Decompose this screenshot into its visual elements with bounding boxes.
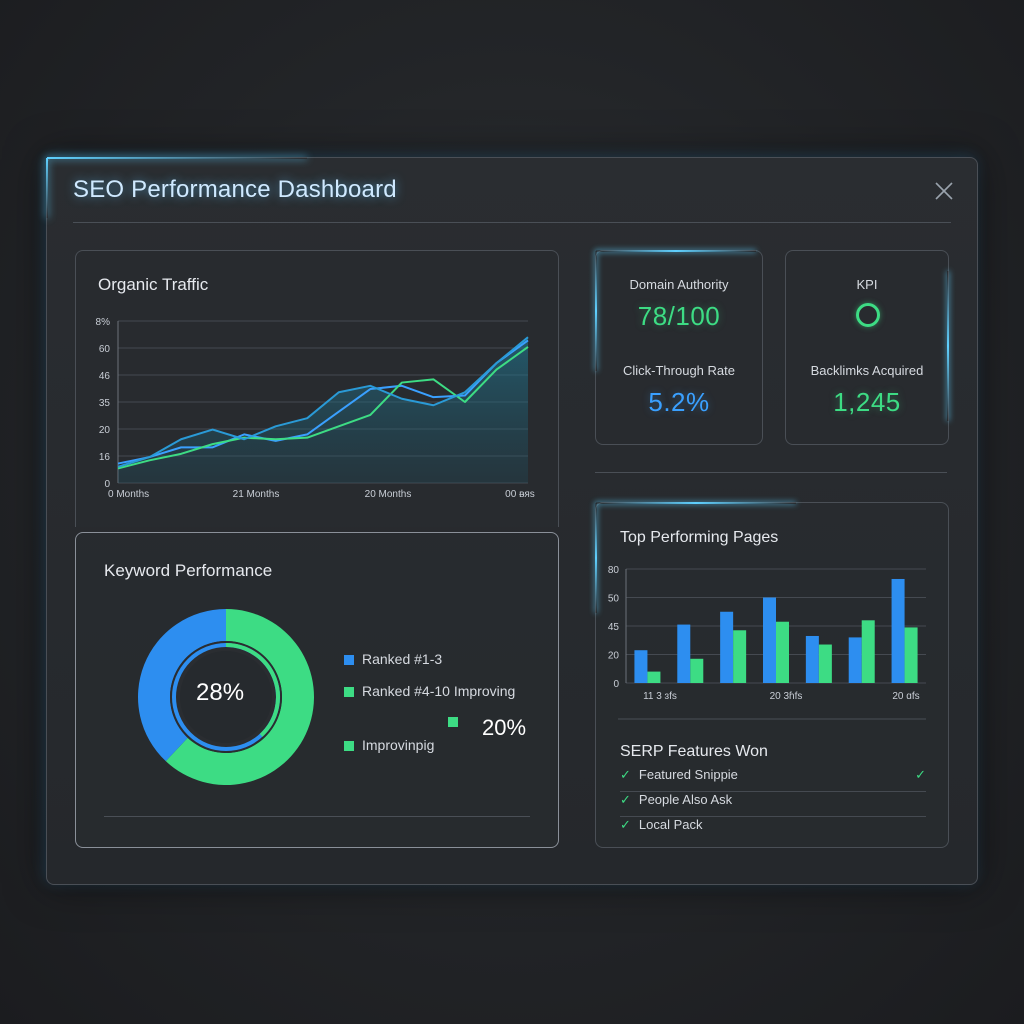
bar-blue <box>720 611 734 683</box>
backlinks-label: Backlimks Acquired <box>810 363 924 378</box>
y-tick-label: 35 <box>99 398 111 409</box>
window-title: SEO Performance Dashboard <box>73 176 397 203</box>
legend-label: Ranked #4-10 Improving <box>362 683 516 699</box>
legend-swatch-green <box>344 687 354 697</box>
x-tick-label: 20 ɑfs <box>892 691 919 702</box>
card-glow <box>596 502 796 504</box>
legend-swatch-green <box>448 717 458 727</box>
y-tick-label: 46 <box>99 371 111 382</box>
domain-authority-value: 78/100 <box>637 301 721 331</box>
bar-blue <box>634 650 648 683</box>
bar-green <box>647 671 661 683</box>
keyword-performance-title: Keyword Performance <box>104 561 273 580</box>
x-tick-label: 0 Months <box>108 489 149 500</box>
serp-item-people-also-ask: ✓ People Also Ask <box>620 792 926 817</box>
domain-authority-label: Domain Authority <box>629 277 729 292</box>
y-tick-label: 8% <box>96 317 111 328</box>
y-tick-label: 0 <box>104 479 110 490</box>
status-ring-icon <box>856 303 880 327</box>
serp-title: SERP Features Won <box>620 743 768 760</box>
serp-item-featured-snippet: ✓ Featured Snippie ✓ <box>620 767 926 792</box>
series-line-2 <box>117 336 529 468</box>
check-icon: ✓ <box>620 792 631 807</box>
x-tick-label: 21 Months <box>233 489 280 500</box>
bar-blue <box>848 637 862 683</box>
organic-traffic-panel: Organic Traffic 8% 60 46 35 20 16 0 0 Months 21 … <box>75 250 559 527</box>
kpi-card-authority: Domain Authority 78/100 Click-Through Ra… <box>595 250 763 445</box>
check-icon: ✓ <box>620 767 631 782</box>
bar-green <box>690 658 704 683</box>
top-pages-bar-chart: 80 50 45 20 0 11 3 ɜfs 20 3ɦfs 20 ɑfs <box>608 565 926 720</box>
keyword-divider <box>104 816 530 817</box>
bar-green <box>904 627 918 683</box>
card-glow <box>596 250 756 252</box>
check-icon: ✓ <box>915 767 926 782</box>
bar-blue <box>677 624 691 683</box>
series-line-0 <box>117 339 529 465</box>
legend-ranked-4-10: Ranked #4-10 Improving <box>344 683 515 699</box>
serp-item-label: Local Pack <box>638 817 703 832</box>
header-divider <box>73 222 951 223</box>
keyword-performance-panel: Keyword Performance 28% Ranked #1-3 Rank… <box>75 532 559 848</box>
donut-core <box>180 651 272 743</box>
y-tick-label: 45 <box>608 622 620 633</box>
legend-label: Ranked #1-3 <box>362 651 443 667</box>
donut-slice <box>137 609 226 762</box>
y-tick-label: 20 <box>99 425 111 436</box>
kpi-card-backlinks: KPI Backlimks Acquired 1,245 <box>785 250 949 445</box>
legend-swatch-blue <box>344 655 354 665</box>
donut-slice <box>165 609 314 785</box>
inner-ring-arc <box>225 643 280 737</box>
legend-label: Improvinpig <box>362 737 435 753</box>
close-icon[interactable] <box>933 180 955 202</box>
bar-green <box>861 620 875 683</box>
legend-improving: Improvinpig <box>344 737 434 753</box>
backlinks-value: 1,245 <box>833 387 901 417</box>
legend-ranked-1-3: Ranked #1-3 <box>344 651 442 667</box>
top-pages-title: Top Performing Pages <box>620 529 779 546</box>
x-tick-label: 00 ᴃᴙs <box>505 489 535 500</box>
top-pages-panel: Top Performing Pages 80 50 45 20 0 11 3 ɜfs 20… <box>595 502 949 848</box>
bar-blue <box>891 578 905 683</box>
organic-traffic-title: Organic Traffic <box>98 275 209 294</box>
bar-blue <box>805 635 819 683</box>
y-tick-label: 0 <box>613 679 619 690</box>
legend-marker <box>448 713 466 729</box>
serp-item-label: Featured Snippie <box>638 767 738 782</box>
secondary-percentage: 20% <box>482 715 527 740</box>
dashboard-window: SEO Performance Dashboard Organic Traffi… <box>46 157 978 885</box>
donut-center-value: 28% <box>196 679 245 706</box>
ctr-value: 5.2% <box>648 387 710 417</box>
y-tick-label: 50 <box>608 594 620 605</box>
y-tick-label: 20 <box>608 651 620 662</box>
serp-item-local-pack: ✓ Local Pack <box>620 817 926 841</box>
card-glow-side <box>595 251 597 371</box>
y-tick-label: 80 <box>608 565 620 576</box>
check-icon: ✓ <box>620 817 631 832</box>
x-tick-label: 20 Months <box>365 489 412 500</box>
bar-blue <box>763 597 776 683</box>
card-glow-side <box>947 271 949 421</box>
series-line-1 <box>117 346 529 470</box>
card-glow-side <box>595 503 597 613</box>
bar-green <box>776 621 789 683</box>
y-tick-label: 16 <box>99 452 111 463</box>
kpi-label: KPI <box>856 277 878 292</box>
serp-item-label: People Also Ask <box>638 792 733 807</box>
bar-green <box>818 644 832 683</box>
ctr-label: Click-Through Rate <box>623 363 735 378</box>
x-tick-label: 11 3 ɜfs <box>643 691 677 702</box>
window-glow-side <box>46 158 48 218</box>
organic-traffic-chart: 8% 60 46 35 20 16 00 Months 21 Months 20 Months 0… <box>96 317 535 500</box>
keyword-donut-chart <box>137 609 314 785</box>
section-divider <box>595 472 947 473</box>
area-fill <box>118 337 528 483</box>
x-tick-label: 20 3ɦfs <box>770 691 803 702</box>
bar-green <box>733 630 747 683</box>
y-tick-label: 60 <box>99 344 111 355</box>
window-glow <box>47 157 307 159</box>
legend-swatch-green <box>344 741 354 751</box>
